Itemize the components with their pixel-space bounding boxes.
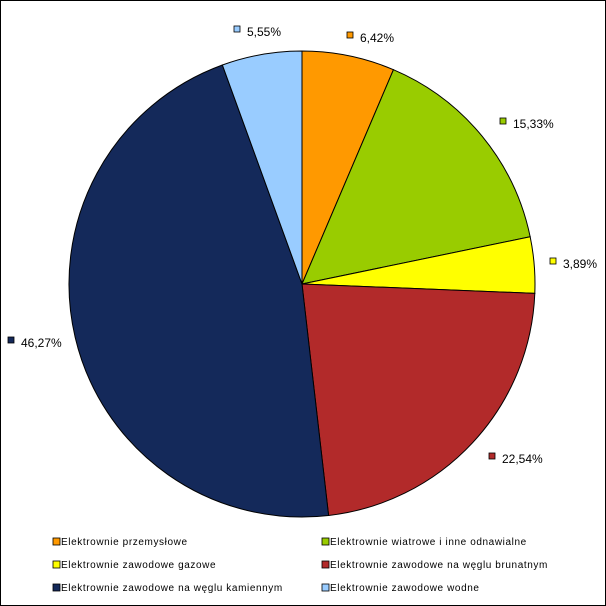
- pie-slice-2: [301, 69, 531, 285]
- data-labels: 6,42% 15,33% 3,89% 22,54% 46,27% 5,55%: [7, 25, 597, 466]
- pie-slice-6: [221, 50, 303, 285]
- legend-label-5: Elektrownie zawodowe na węglu kamiennym: [61, 583, 283, 594]
- pie-slice-4: [301, 283, 536, 517]
- legend-label-1: Elektrownie przemysłowe: [61, 537, 188, 548]
- data-label-marker-5: [7, 336, 15, 344]
- data-label-4: 22,54%: [502, 452, 543, 466]
- legend-swatch-6: [321, 583, 330, 592]
- data-label-1: 6,42%: [360, 31, 394, 45]
- data-label-5: 46,27%: [21, 336, 62, 350]
- data-label-marker-6: [233, 25, 241, 33]
- legend-swatch-4: [321, 560, 330, 569]
- data-label-6: 5,55%: [247, 25, 281, 39]
- data-label-marker-3: [549, 257, 557, 265]
- data-label-marker-1: [346, 31, 354, 39]
- data-label-2: 15,33%: [513, 117, 554, 131]
- data-label-marker-2: [499, 117, 507, 125]
- pie-slice-5: [68, 64, 330, 518]
- legend-label-6: Elektrownie zawodowe wodne: [330, 583, 480, 594]
- legend-label-4: Elektrownie zawodowe na węglu brunatnym: [330, 560, 548, 571]
- legend-label-2: Elektrownie wiatrowe i inne odnawialne: [330, 537, 527, 548]
- legend-swatch-3: [52, 560, 61, 569]
- data-label-3: 3,89%: [563, 257, 597, 271]
- legend-swatch-1: [52, 537, 61, 546]
- data-label-marker-4: [488, 452, 496, 460]
- pie-slices: [68, 50, 536, 518]
- legend-label-3: Elektrownie zawodowe gazowe: [61, 560, 216, 571]
- legend-swatch-5: [52, 583, 61, 592]
- legend-swatch-2: [321, 537, 330, 546]
- legend: Elektrownie przemysłowe Elektrownie wiatr…: [52, 537, 548, 594]
